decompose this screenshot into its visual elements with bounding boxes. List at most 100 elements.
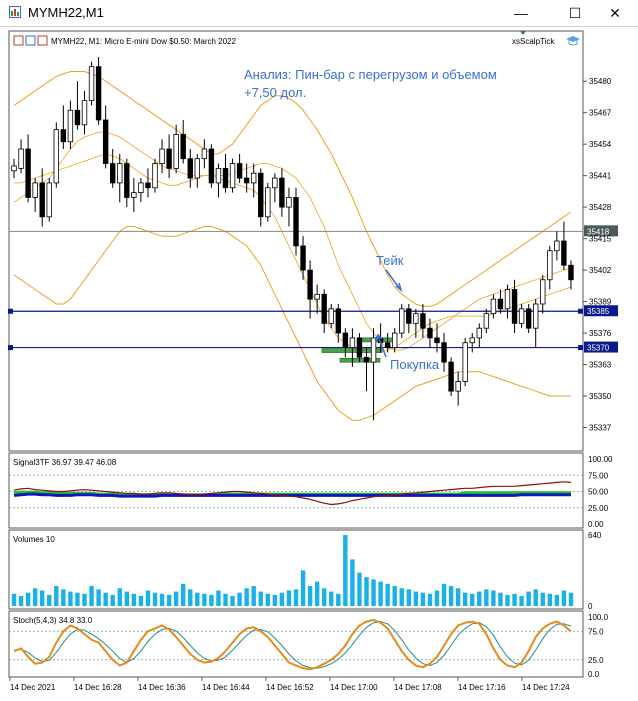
chart-app-icon [9, 6, 21, 18]
signal-tick-label: 75.00 [588, 471, 609, 480]
indicator-list-icon[interactable] [25, 35, 36, 46]
volume-bar [441, 583, 447, 606]
level-handle[interactable] [8, 308, 13, 314]
price-tick-label: 35363 [589, 361, 612, 370]
candle [391, 328, 398, 353]
bollinger-line [13, 71, 572, 307]
candle [483, 308, 490, 334]
candle [124, 158, 130, 208]
candle [497, 289, 504, 314]
volume-bar [477, 591, 482, 606]
level-handle[interactable] [578, 345, 583, 351]
level-handle[interactable] [578, 308, 583, 314]
volume-bar [61, 589, 66, 606]
candle [533, 299, 539, 348]
volume-bar [293, 589, 299, 606]
candle [293, 187, 299, 256]
volume-bar [47, 594, 52, 606]
volume-bar [152, 592, 158, 606]
candle [88, 61, 95, 106]
volume-bar [230, 596, 235, 606]
time-tick-label: 14 Dec 16:28 [74, 683, 122, 692]
volume-bar [568, 592, 574, 606]
minimize-button[interactable]: — [504, 0, 538, 26]
candle [208, 144, 215, 188]
volume-tick-label: 0 [588, 602, 593, 611]
volume-bar [110, 594, 115, 606]
candle [53, 122, 59, 188]
candle [180, 119, 186, 164]
candle [384, 333, 391, 353]
candle [547, 245, 553, 290]
volume-label: Volumes 10 [13, 535, 55, 544]
properties-icon[interactable] [37, 35, 48, 46]
volume-bar [300, 570, 306, 606]
stoch-tick-label: 0.0 [588, 670, 600, 679]
volume-bar [286, 590, 292, 606]
candle [399, 303, 405, 338]
volume-bar [314, 581, 320, 606]
current-price-tag [584, 225, 618, 237]
volume-bar [512, 593, 517, 606]
candle [222, 153, 229, 193]
volume-bar [357, 572, 362, 606]
close-button[interactable]: ✕ [598, 0, 632, 26]
level-handle[interactable] [8, 345, 13, 351]
candle [349, 328, 356, 367]
candle [370, 328, 377, 421]
volume-bar [272, 594, 278, 606]
candle [335, 303, 341, 343]
candle [490, 294, 497, 319]
stoch-tick-label: 100.0 [588, 613, 609, 622]
candle [229, 158, 236, 193]
volume-bar [307, 586, 313, 606]
candle [455, 371, 461, 406]
volume-bar [455, 588, 461, 606]
shift-marker-icon[interactable] [520, 31, 526, 35]
order-zone-box[interactable] [339, 357, 381, 363]
maximize-button[interactable]: ☐ [558, 0, 592, 26]
chart-area[interactable]: MYMH22, M1: Micro E-mini Dow $0.50: Marc… [0, 27, 638, 701]
candle [131, 178, 137, 212]
candle [187, 149, 193, 188]
candle [95, 57, 102, 125]
candle [363, 347, 370, 392]
candle [427, 318, 433, 348]
volume-bar [25, 592, 31, 606]
take-label: Тейк [376, 253, 404, 268]
candle [145, 168, 151, 198]
volume-bar [350, 559, 355, 606]
candle [420, 303, 426, 338]
candle [568, 260, 574, 290]
volume-bar [96, 589, 101, 606]
volume-bar [145, 590, 151, 606]
signal-pane[interactable] [8, 452, 584, 529]
candle [307, 260, 313, 319]
candle [159, 139, 165, 174]
volume-bar [202, 593, 207, 606]
candle [11, 158, 17, 179]
candle [518, 303, 525, 329]
price-tick-label: 35441 [589, 172, 612, 181]
candle [138, 178, 144, 203]
candle [60, 105, 67, 150]
expert-cap-icon[interactable] [566, 36, 580, 46]
volume-bar [117, 588, 122, 606]
level-price-label: 35370 [587, 344, 610, 353]
stochastic-pane[interactable] [8, 610, 584, 678]
volume-bar [484, 589, 489, 606]
candle [511, 279, 518, 334]
candle [215, 163, 222, 198]
volume-bar [82, 593, 87, 606]
chart-type-icon[interactable] [13, 35, 24, 46]
candle [102, 105, 109, 169]
volume-bar [11, 593, 17, 606]
volume-bar [68, 591, 73, 606]
chart-header-icons[interactable] [13, 35, 48, 46]
price-tick-label: 35454 [589, 140, 612, 149]
time-tick-label: 14 Dec 2021 [10, 683, 56, 692]
analysis-text-line1: Анализ: Пин-бар с перегрузом и объемом [244, 67, 497, 82]
volume-bar [279, 592, 285, 606]
candle [321, 289, 327, 334]
candle [434, 323, 440, 353]
